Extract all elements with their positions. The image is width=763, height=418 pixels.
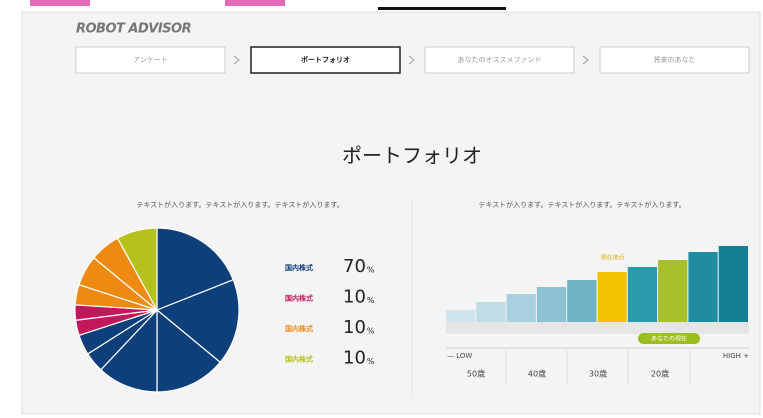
caption: テキストが入ります。テキストが入ります。テキストが入ります。: [478, 200, 685, 209]
step-label: あなたのオススメファンド: [458, 56, 542, 64]
legend-label: 国内株式: [285, 263, 313, 272]
bar: [688, 252, 718, 322]
chevron: [408, 55, 415, 65]
logo: ROBOT ADVISOR: [76, 22, 191, 37]
step-box: [75, 46, 226, 74]
legend-label: 国内株式: [285, 324, 313, 333]
tab: [225, 0, 285, 6]
pie-slice: [156, 227, 235, 311]
caption: テキストが入ります。テキストが入ります。テキストが入ります。: [136, 200, 343, 209]
age-label: 30歳: [589, 369, 607, 379]
platform: [446, 322, 749, 334]
bar: [567, 280, 597, 322]
legend-unit: %: [367, 327, 375, 336]
bar: [446, 310, 476, 322]
bar: [658, 260, 688, 322]
step-label: ポートフォリオ: [301, 55, 350, 64]
step-label: アンケート: [133, 56, 168, 64]
chevron: [582, 55, 589, 65]
pie-slice: [100, 308, 158, 393]
legend-unit: %: [367, 296, 375, 305]
pill-label: あなたの現在: [651, 335, 687, 343]
highlight-label: 現在地点: [601, 254, 625, 262]
age-label: 20歳: [651, 369, 669, 379]
legend-label: 国内株式: [285, 355, 313, 364]
bar: [718, 246, 748, 322]
legend-unit: %: [367, 266, 375, 275]
step-box: [250, 46, 401, 74]
bar: [597, 272, 627, 322]
legend-label: 国内株式: [285, 294, 313, 303]
step-box: [599, 46, 750, 74]
bar: [536, 287, 567, 322]
tab: [30, 0, 90, 6]
tab-underline: [378, 7, 506, 10]
bar: [476, 302, 506, 322]
section-title: ポートフォリオ: [342, 144, 482, 168]
low-label: — LOW: [447, 352, 472, 360]
age-label: 50歳: [467, 369, 485, 379]
legend-value: 70: [343, 256, 366, 277]
pill: [638, 333, 700, 344]
step-box: [424, 46, 575, 74]
legend-value: 10: [343, 317, 366, 338]
high-label: HIGH +: [723, 352, 749, 360]
bar: [506, 294, 536, 322]
legend-unit: %: [367, 357, 375, 366]
bar: [627, 267, 658, 322]
age-label: 40歳: [528, 369, 546, 379]
legend-value: 10: [343, 348, 366, 369]
pie-slice: [116, 227, 158, 311]
step-label: 将来のあなた: [654, 55, 696, 64]
pie-slice: [155, 279, 240, 364]
pie-slice: [156, 308, 222, 393]
chevron: [233, 55, 240, 65]
legend-value: 10: [343, 287, 366, 308]
